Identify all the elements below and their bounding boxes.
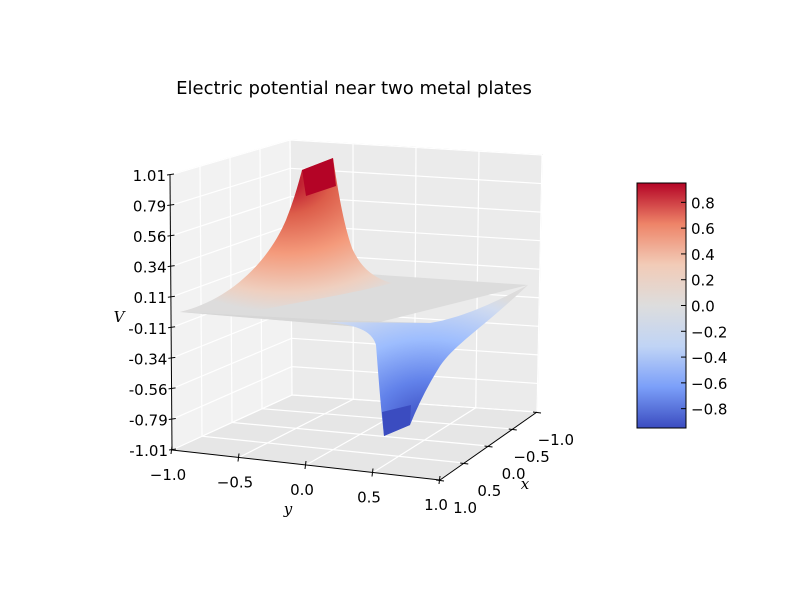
z-tick (168, 356, 176, 359)
z-tick (167, 234, 175, 237)
z-axis-label: V (114, 308, 127, 326)
z-tick-label: 1.01 (133, 167, 166, 185)
z-tick (168, 417, 176, 420)
z-axis-line (169, 174, 173, 451)
x-axis-label: x (521, 475, 530, 493)
y-tick (170, 445, 173, 455)
surface-trough (328, 285, 528, 436)
x-axis-ticks: −1.0−0.50.00.51.0 (435, 411, 574, 517)
colorbar-tick-label: −0.4 (691, 349, 727, 367)
x-tick (532, 411, 542, 414)
colorbar-tick-label: 0.8 (691, 194, 715, 212)
z-tick (168, 448, 177, 451)
y-tick-label: −0.5 (217, 474, 253, 492)
z-tick-label: 0.34 (133, 259, 166, 277)
colorbar: 0.8 0.6 0.4 0.2 0.0 −0.2 −0.4 −0.6 −0.8 (636, 182, 727, 429)
y-tick (371, 468, 374, 477)
x-tick-label: 1.0 (453, 499, 477, 517)
z-tick (167, 204, 175, 207)
colorbar-tick-label: 0.2 (691, 272, 715, 290)
x-tick-label: 0.0 (502, 465, 526, 483)
z-tick-label: -0.56 (129, 381, 168, 399)
z-tick (167, 265, 175, 268)
grid-line-x (229, 157, 489, 447)
surface-plane (180, 272, 528, 327)
colorbar-tick-label: 0.4 (691, 246, 715, 264)
z-tick (168, 387, 176, 390)
z-tick (168, 326, 176, 329)
y-axis-label: y (283, 500, 293, 518)
colorbar-tick-label: 0.6 (691, 220, 715, 238)
potential-surface (180, 158, 528, 436)
z-tick (167, 295, 175, 298)
colorbar-tick-label: −0.2 (691, 323, 727, 341)
surface-trough-tip (382, 405, 411, 436)
x-tick-label: 0.5 (477, 482, 501, 500)
chart-title: Electric potential near two metal plates (176, 78, 532, 99)
y-tick-label: 0.0 (290, 481, 314, 499)
z-tick-label: 0.56 (133, 228, 166, 246)
z-tick-label: -1.01 (129, 442, 168, 460)
z-tick-label: -0.11 (128, 320, 167, 338)
x-tick (460, 462, 469, 465)
z-tick-label: 0.79 (133, 198, 166, 216)
x-tick (435, 479, 445, 482)
y-tick-label: −1.0 (150, 466, 186, 484)
y-tick (237, 453, 240, 462)
colorbar-ticks: 0.8 0.6 0.4 0.2 0.0 −0.2 −0.4 −0.6 −0.8 (681, 194, 727, 419)
z-tick-label: 0.11 (133, 289, 166, 307)
surface-peak (180, 158, 392, 312)
x-tick-label: −0.5 (513, 448, 549, 466)
z-axis-ticks: 1.01 0.79 0.56 0.34 0.11 -0.11 -0.34 -0.56 -0.79… (128, 167, 177, 460)
x-tick (508, 428, 517, 431)
z-tick-label: -0.34 (129, 350, 168, 368)
y-tick (304, 460, 307, 470)
y-tick-label: 1.0 (424, 496, 448, 514)
grid-line-x (199, 166, 465, 464)
grid-line-x (259, 148, 513, 430)
colorbar-tick-label: 0.0 (691, 298, 715, 316)
colorbar-tick-label: −0.8 (691, 401, 727, 419)
colorbar-tick-label: −0.6 (691, 375, 727, 393)
colorbar-rect (636, 182, 687, 429)
x-tick (484, 445, 493, 448)
z-tick-label: -0.79 (129, 411, 168, 429)
y-tick-label: 0.5 (357, 489, 381, 507)
surface-peak-ridge (302, 158, 336, 196)
x-tick-label: −1.0 (538, 431, 574, 449)
z-tick (166, 173, 175, 176)
y-axis-ticks: −1.0 −0.5 0.0 0.5 1.0 (150, 445, 448, 514)
